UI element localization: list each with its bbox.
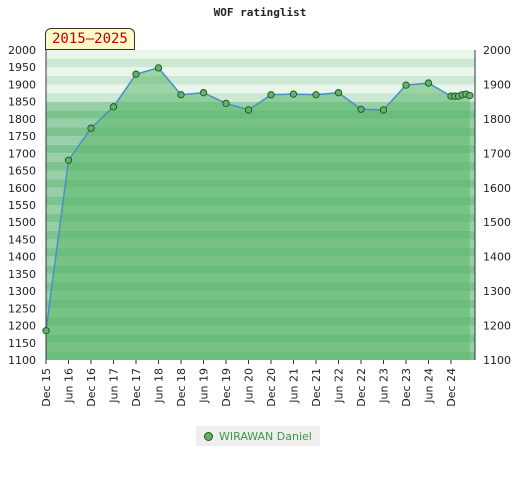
- y-tick-label-right: 1300: [483, 285, 511, 298]
- data-point: [64, 156, 73, 164]
- x-tick-label: Jun 18: [153, 368, 166, 404]
- x-tick-label: Dec 24: [445, 368, 458, 407]
- y-tick-label-right: 1600: [483, 182, 511, 195]
- x-tick-label: Dec 23: [400, 368, 413, 407]
- y-tick-label: 1700: [8, 147, 36, 160]
- data-points: [42, 64, 474, 335]
- data-point: [402, 81, 410, 89]
- background-band: [46, 50, 475, 59]
- y-tick-label: 1900: [8, 78, 36, 91]
- data-point: [379, 106, 388, 114]
- data-point: [154, 64, 163, 72]
- background-band: [46, 58, 475, 68]
- y-tick-label: 1200: [8, 320, 36, 333]
- y-tick-label: 1500: [8, 216, 36, 229]
- x-tick-label: Dec 22: [355, 368, 368, 407]
- data-point: [42, 327, 50, 335]
- y-tick-label: 1400: [8, 251, 36, 264]
- y-tick-label-right: 1400: [483, 251, 511, 264]
- y-tick-label: 1750: [8, 130, 36, 143]
- x-tick-label: Jun 24: [423, 368, 436, 404]
- y-tick-label-right: 2000: [483, 44, 511, 57]
- data-point: [177, 91, 185, 99]
- data-point: [312, 91, 320, 99]
- background-band: [46, 84, 475, 94]
- data-point: [87, 124, 95, 132]
- y-tick-label: 1600: [8, 182, 36, 195]
- left-axis: 1100 1150 1200 1250 1300 1350 1400 1450 1500 1550…: [8, 44, 47, 367]
- y-tick-label: 1150: [8, 337, 36, 350]
- legend-label: WIRAWAN Daniel: [219, 429, 312, 443]
- x-tick-label: Jun 23: [378, 368, 391, 404]
- data-point: [109, 103, 118, 111]
- data-point: [424, 79, 433, 87]
- y-tick-label: 1100: [8, 354, 36, 367]
- y-tick-label-right: 1700: [483, 147, 511, 160]
- x-tick-label: Dec 15: [40, 368, 53, 407]
- background-band: [46, 93, 475, 102]
- y-tick-label-right: 1200: [483, 320, 511, 333]
- x-tick-label: Jun 21: [288, 368, 301, 404]
- y-tick-label: 1850: [8, 96, 36, 109]
- x-tick-label: Dec 21: [310, 368, 323, 407]
- y-tick-label: 1550: [8, 199, 36, 212]
- data-point: [334, 89, 343, 97]
- data-point: [222, 99, 230, 108]
- y-tick-label: 1800: [8, 113, 36, 126]
- x-tick-label: Dec 19: [220, 368, 233, 407]
- x-tick-label: Jun 19: [198, 368, 211, 404]
- data-point: [267, 91, 275, 99]
- y-tick-label: 1950: [8, 61, 36, 74]
- rating-area-fill: [46, 67, 470, 360]
- y-tick-label-right: 1900: [483, 78, 511, 91]
- y-tick-label: 2000: [8, 44, 36, 57]
- data-point: [199, 89, 208, 97]
- y-tick-label: 1300: [8, 285, 36, 298]
- data-point: [132, 70, 140, 78]
- x-tick-label: Jun 20: [243, 368, 256, 404]
- x-tick-label: Dec 16: [85, 368, 98, 407]
- data-point: [289, 90, 298, 98]
- x-tick-label: Dec 17: [130, 368, 143, 407]
- x-tick-label: Jun 16: [63, 368, 76, 404]
- x-tick-label: Jun 22: [333, 368, 346, 404]
- data-point: [244, 106, 253, 114]
- legend[interactable]: WIRAWAN Daniel: [196, 426, 320, 446]
- y-tick-label-right: 1100: [483, 354, 511, 367]
- y-tick-label: 1650: [8, 165, 36, 178]
- background-band: [46, 75, 475, 85]
- background-band: [46, 67, 475, 76]
- x-axis: Dec 15 Jun 16 Dec 16 Jun 17 Dec 17 Jun 18 Dec …: [40, 360, 458, 407]
- data-point: [466, 91, 474, 100]
- legend-marker-icon: [204, 431, 213, 441]
- y-tick-label: 1350: [8, 268, 36, 281]
- chart-title: WOF ratinglist: [213, 6, 307, 19]
- y-tick-label: 1250: [8, 302, 36, 315]
- period-badge: 2015–2025: [45, 28, 135, 50]
- data-point: [357, 105, 365, 113]
- x-tick-label: Jun 17: [108, 368, 121, 404]
- rating-area: [45, 67, 471, 360]
- y-tick-label: 1450: [8, 233, 36, 246]
- x-tick-label: Dec 18: [175, 368, 188, 407]
- y-tick-label-right: 1800: [483, 113, 511, 126]
- x-tick-label: Dec 20: [265, 368, 278, 407]
- right-axis: 1100 1200 1300 1400 1500 1600 1700 1800 1900 2000: [474, 44, 511, 367]
- y-tick-label-right: 1500: [483, 216, 511, 229]
